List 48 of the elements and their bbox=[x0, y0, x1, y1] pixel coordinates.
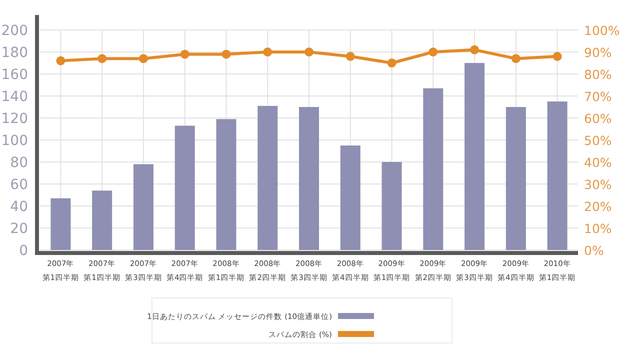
y2-tick-label: 60% bbox=[584, 111, 612, 126]
bar bbox=[92, 190, 112, 250]
y2-tick-label: 50% bbox=[584, 133, 612, 148]
bar bbox=[423, 88, 444, 250]
point bbox=[138, 54, 148, 64]
y-tick-label: 0 bbox=[19, 243, 28, 259]
y2-tick-label: 100% bbox=[584, 23, 620, 38]
y-tick-label: 120 bbox=[1, 111, 28, 127]
point bbox=[263, 48, 272, 56]
y2-tick-label: 20% bbox=[584, 199, 612, 214]
y-tick-label: 20 bbox=[10, 221, 28, 237]
bar bbox=[340, 146, 360, 250]
point bbox=[56, 56, 66, 66]
y-tick-label: 100 bbox=[1, 133, 28, 149]
point bbox=[511, 54, 520, 64]
bar bbox=[50, 198, 71, 250]
bar bbox=[299, 107, 319, 250]
bar bbox=[174, 126, 195, 250]
y-tick-label: 80 bbox=[10, 155, 28, 171]
point bbox=[98, 54, 107, 64]
y2-tick-label: 0% bbox=[584, 243, 604, 258]
y-tick-label: 160 bbox=[1, 67, 28, 83]
y2-tick-label: 40% bbox=[584, 155, 612, 170]
point bbox=[470, 45, 480, 54]
y2-tick-label: 30% bbox=[584, 177, 612, 192]
bar bbox=[547, 102, 568, 250]
y-tick-label: 60 bbox=[10, 177, 28, 193]
bar bbox=[216, 119, 236, 250]
point bbox=[180, 50, 190, 59]
point bbox=[387, 58, 396, 68]
y2-tick-label: 10% bbox=[584, 221, 612, 236]
point bbox=[304, 48, 314, 56]
bar bbox=[464, 63, 485, 250]
bar bbox=[506, 107, 526, 250]
point bbox=[346, 52, 355, 61]
y-tick-label: 140 bbox=[1, 89, 28, 105]
y2-tick-label: 90% bbox=[584, 45, 612, 60]
y2-tick-label: 70% bbox=[584, 89, 612, 104]
y-tick-label: 180 bbox=[1, 45, 28, 61]
bar bbox=[258, 106, 278, 250]
point bbox=[428, 48, 438, 56]
point bbox=[222, 50, 231, 59]
y-tick-label: 200 bbox=[1, 23, 28, 39]
bar bbox=[133, 164, 154, 250]
y-tick-label: 40 bbox=[10, 199, 28, 215]
point bbox=[552, 52, 562, 61]
y2-tick-label: 80% bbox=[584, 67, 612, 82]
bar bbox=[382, 162, 402, 250]
